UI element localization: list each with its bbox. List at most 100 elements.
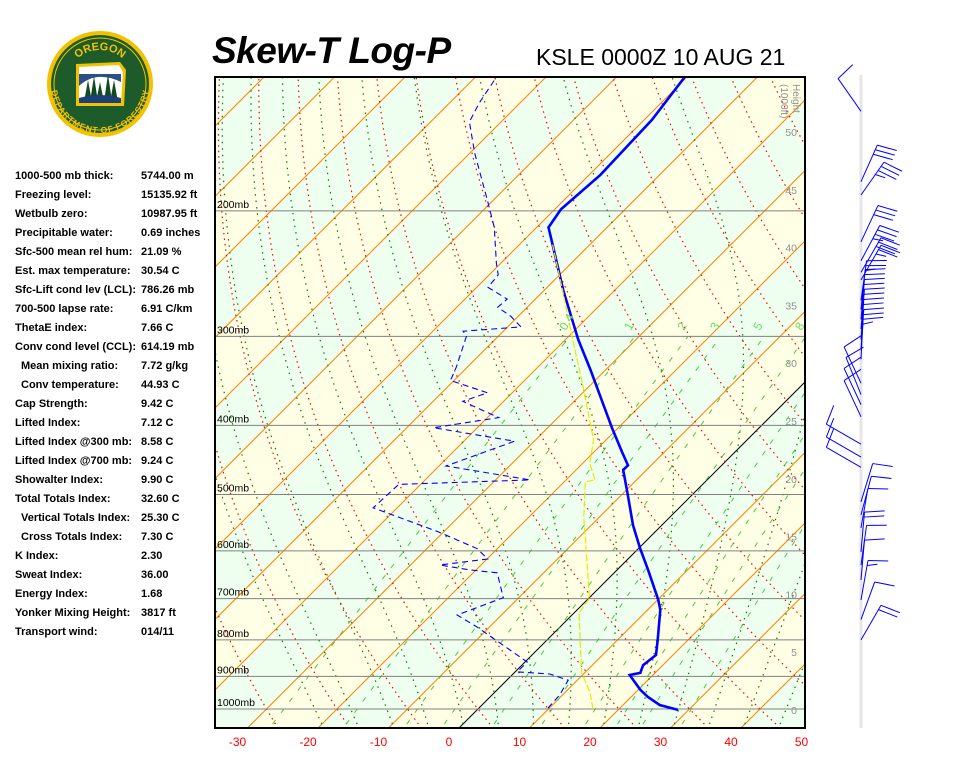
moist-adiabat <box>221 77 393 725</box>
wind-barb-flag <box>877 229 897 238</box>
sounding-indices-panel: 1000-500 mb thick: 5744.00 m Freezing leve… <box>15 168 215 643</box>
oregon-dept-forestry-logo: OREGON DEPARTMENT OF FORESTRY <box>47 31 153 137</box>
wind-barb-staff <box>860 269 866 310</box>
stat-label: Cap Strength: <box>15 398 88 410</box>
wind-barb-flag <box>843 335 862 348</box>
wind-barb-flag <box>875 174 886 179</box>
wind-barb-staff <box>843 380 862 417</box>
wind-barb-staff <box>843 368 862 405</box>
stat-label: 700-500 lapse rate: <box>15 303 114 315</box>
dry-adiabat <box>533 77 805 556</box>
wind-barb-flag <box>867 487 889 490</box>
wind-barb-flag <box>864 277 885 281</box>
wind-barb-staff <box>826 446 862 468</box>
wind-barb-flag <box>877 169 897 180</box>
moist-adiabat <box>281 77 464 725</box>
stat-value: 7.66 C <box>141 322 174 334</box>
stat-value: 014/11 <box>141 626 175 638</box>
stat-row: Cross Totals Index: 7.30 C <box>15 529 215 548</box>
wind-barb-flag <box>862 321 874 325</box>
height-tick-label: 40 <box>785 243 797 255</box>
wind-barb-flag <box>863 297 884 301</box>
wind-barb <box>860 581 895 620</box>
zero-isotherm <box>458 381 805 728</box>
wind-barb-flag <box>875 253 887 257</box>
stat-label: 1000-500 mb thick: <box>15 170 114 182</box>
wind-barb-staff <box>860 205 879 242</box>
wind-barb-flag <box>877 205 898 212</box>
stat-row: Energy Index: 1.68 <box>15 586 215 605</box>
wind-barb <box>860 487 889 528</box>
stat-label: Vertical Totals Index: <box>21 512 131 524</box>
stat-label: Wetbulb zero: <box>15 208 88 220</box>
wind-barb <box>825 428 862 468</box>
stat-value: 2.30 <box>141 550 163 562</box>
wind-barb-staff <box>860 476 872 515</box>
stat-label: Showalter Index: <box>15 474 104 486</box>
wind-barb-flag <box>872 463 893 468</box>
wind-barb-staff <box>860 279 865 320</box>
mixing-ratio-line <box>681 524 805 725</box>
stat-value: 0.69 inches <box>141 227 201 239</box>
height-tick-label: 25 <box>785 416 797 428</box>
wind-barb <box>860 277 885 320</box>
height-tick-label: 35 <box>785 300 797 312</box>
wind-barb <box>860 560 889 601</box>
chart-title: Skew-T Log-P <box>212 30 451 71</box>
wind-barb-staff <box>860 463 874 502</box>
stat-label: Est. max temperature: <box>15 265 131 277</box>
stat-label: Total Totals Index: <box>15 493 111 505</box>
pressure-label: 800mb <box>217 628 249 640</box>
wind-barb-flag <box>867 563 878 566</box>
wind-barb <box>843 335 862 384</box>
stat-row: Yonker Mixing Height: 3817 ft <box>15 605 215 624</box>
stat-value: 1.68 <box>141 588 163 600</box>
wind-barb-flag <box>873 214 894 221</box>
temperature-profile <box>547 77 686 712</box>
wind-barb-staff <box>860 605 882 641</box>
height-axis-title: Height <box>790 84 801 113</box>
stat-row: Conv temperature: 44.93 C <box>15 377 215 396</box>
wet-bulb-profile <box>552 244 596 710</box>
dry-adiabat <box>836 53 960 724</box>
dewpoint-profile <box>372 77 570 709</box>
wind-barb-staff <box>860 237 882 273</box>
stat-row: K Index: 2.30 <box>15 548 215 567</box>
wind-barb <box>860 524 887 566</box>
wind-barb-staff <box>860 161 885 196</box>
pressure-label: 200mb <box>217 199 249 211</box>
stat-label: Precipitable water: <box>15 227 113 239</box>
stat-label: Sfc-Lift cond lev (LCL): <box>15 284 136 296</box>
dry-adiabat <box>952 53 960 724</box>
mixing-ratio-line <box>406 336 689 725</box>
pressure-label: 500mb <box>217 482 249 494</box>
wind-barb-flag <box>867 560 889 562</box>
isotherm <box>215 77 688 550</box>
wind-barb-flag <box>865 268 886 271</box>
wind-barb <box>860 604 901 641</box>
stat-value: 3817 ft <box>141 607 176 619</box>
isotherm <box>247 169 805 728</box>
wind-barb-staff <box>860 512 865 552</box>
dry-adiabat <box>217 77 419 725</box>
isotherm <box>215 77 547 409</box>
wind-barb-flag <box>864 510 885 513</box>
mixing-ratio-line <box>585 391 805 725</box>
temperature-tick-label: -20 <box>299 735 317 749</box>
height-tick-label: 15 <box>785 532 797 544</box>
moist-adiabat <box>318 77 499 725</box>
isotherm <box>215 77 758 621</box>
temperature-tick-label: 20 <box>583 735 597 749</box>
wind-barb-flag <box>864 273 885 276</box>
dry-adiabat <box>258 77 491 725</box>
stat-label: Conv cond level (CCL): <box>15 341 137 353</box>
wind-barb-staff <box>826 423 862 445</box>
isotherm <box>215 77 476 339</box>
stat-value: 7.30 C <box>141 531 174 543</box>
dry-adiabat <box>494 77 805 622</box>
wind-barb-flag <box>863 307 884 311</box>
isotherm <box>388 310 805 728</box>
wind-barb-flag <box>880 244 901 254</box>
svg-text:OREGON: OREGON <box>72 41 127 61</box>
stat-value: 5744.00 m <box>141 170 194 182</box>
